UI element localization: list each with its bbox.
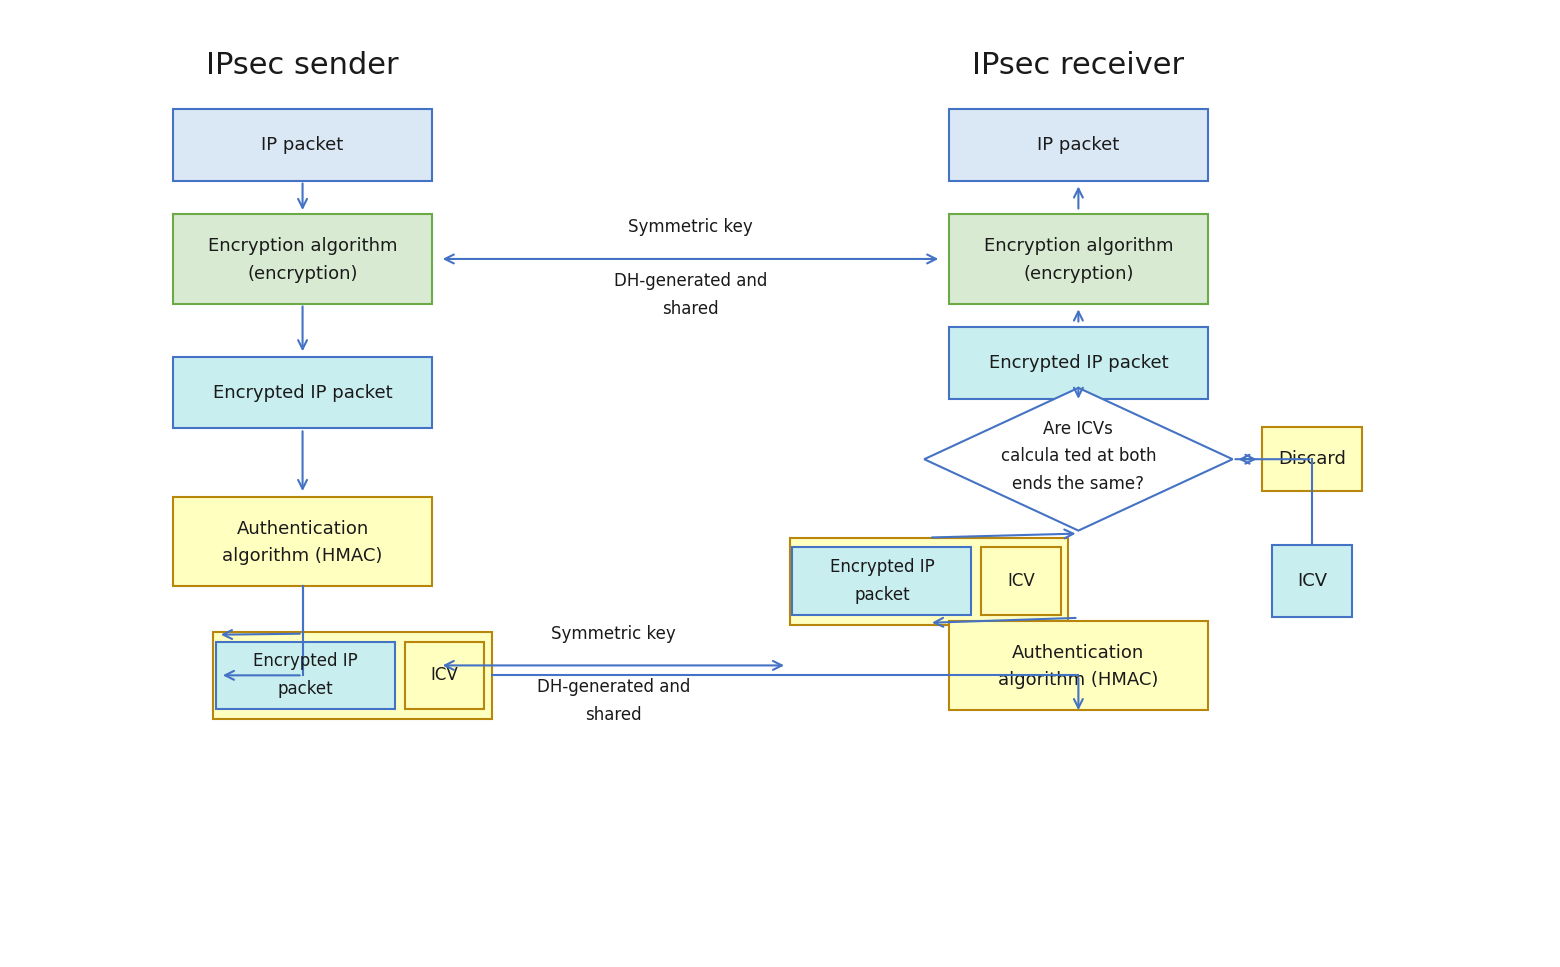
FancyBboxPatch shape	[1262, 427, 1362, 491]
Text: (encryption): (encryption)	[1023, 265, 1134, 282]
Text: shared: shared	[585, 706, 641, 724]
Text: IP packet: IP packet	[1037, 136, 1120, 154]
Text: Symmetric key: Symmetric key	[551, 625, 675, 643]
Text: packet: packet	[278, 680, 332, 698]
FancyBboxPatch shape	[173, 497, 432, 586]
Text: Encrypted IP packet: Encrypted IP packet	[212, 384, 393, 402]
Text: Encryption algorithm: Encryption algorithm	[207, 237, 398, 255]
FancyBboxPatch shape	[173, 215, 432, 304]
FancyBboxPatch shape	[215, 642, 395, 709]
Text: (encryption): (encryption)	[248, 265, 357, 282]
Text: Authentication: Authentication	[1012, 643, 1145, 661]
Text: Encrypted IP: Encrypted IP	[253, 653, 357, 670]
FancyBboxPatch shape	[948, 215, 1207, 304]
Text: IP packet: IP packet	[262, 136, 343, 154]
FancyBboxPatch shape	[981, 547, 1061, 615]
Text: algorithm (HMAC): algorithm (HMAC)	[998, 671, 1159, 689]
FancyBboxPatch shape	[1273, 545, 1353, 617]
Polygon shape	[924, 388, 1232, 531]
Text: Encrypted IP: Encrypted IP	[830, 558, 934, 576]
Text: DH-generated and: DH-generated and	[613, 272, 768, 290]
FancyBboxPatch shape	[948, 328, 1207, 398]
FancyBboxPatch shape	[173, 109, 432, 181]
Text: algorithm (HMAC): algorithm (HMAC)	[223, 547, 382, 566]
Text: Symmetric key: Symmetric key	[629, 219, 753, 236]
FancyBboxPatch shape	[173, 357, 432, 428]
FancyBboxPatch shape	[214, 631, 491, 718]
Text: DH-generated and: DH-generated and	[537, 678, 690, 696]
Text: Authentication: Authentication	[237, 519, 368, 538]
Text: Encrypted IP packet: Encrypted IP packet	[989, 354, 1168, 372]
Text: shared: shared	[661, 300, 719, 317]
FancyBboxPatch shape	[404, 642, 484, 709]
Text: Discard: Discard	[1278, 451, 1346, 468]
Text: IPsec sender: IPsec sender	[206, 51, 399, 80]
Text: IPsec receiver: IPsec receiver	[972, 51, 1184, 80]
FancyBboxPatch shape	[948, 109, 1207, 181]
FancyBboxPatch shape	[948, 621, 1207, 710]
FancyBboxPatch shape	[792, 547, 972, 615]
Text: ICV: ICV	[1296, 572, 1328, 590]
Text: ICV: ICV	[1008, 572, 1036, 590]
Text: Are ICVs: Are ICVs	[1044, 421, 1114, 438]
Text: ICV: ICV	[431, 666, 459, 685]
Text: calcula ted at both: calcula ted at both	[1000, 447, 1156, 465]
FancyBboxPatch shape	[789, 538, 1069, 625]
Text: Encryption algorithm: Encryption algorithm	[984, 237, 1173, 255]
Text: packet: packet	[855, 586, 909, 604]
Text: ends the same?: ends the same?	[1012, 475, 1145, 493]
